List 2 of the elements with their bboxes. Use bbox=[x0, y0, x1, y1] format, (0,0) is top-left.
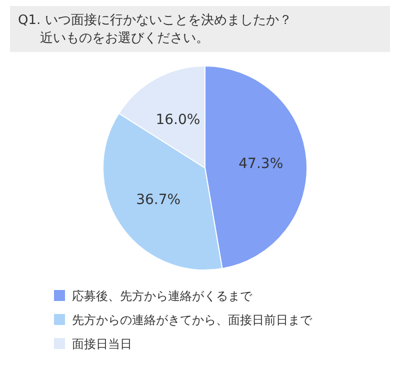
title: Q1. いつ面接に行かないことを決めましたか？ bbox=[18, 13, 292, 28]
title: 近いものをお選びください。 bbox=[40, 31, 209, 46]
